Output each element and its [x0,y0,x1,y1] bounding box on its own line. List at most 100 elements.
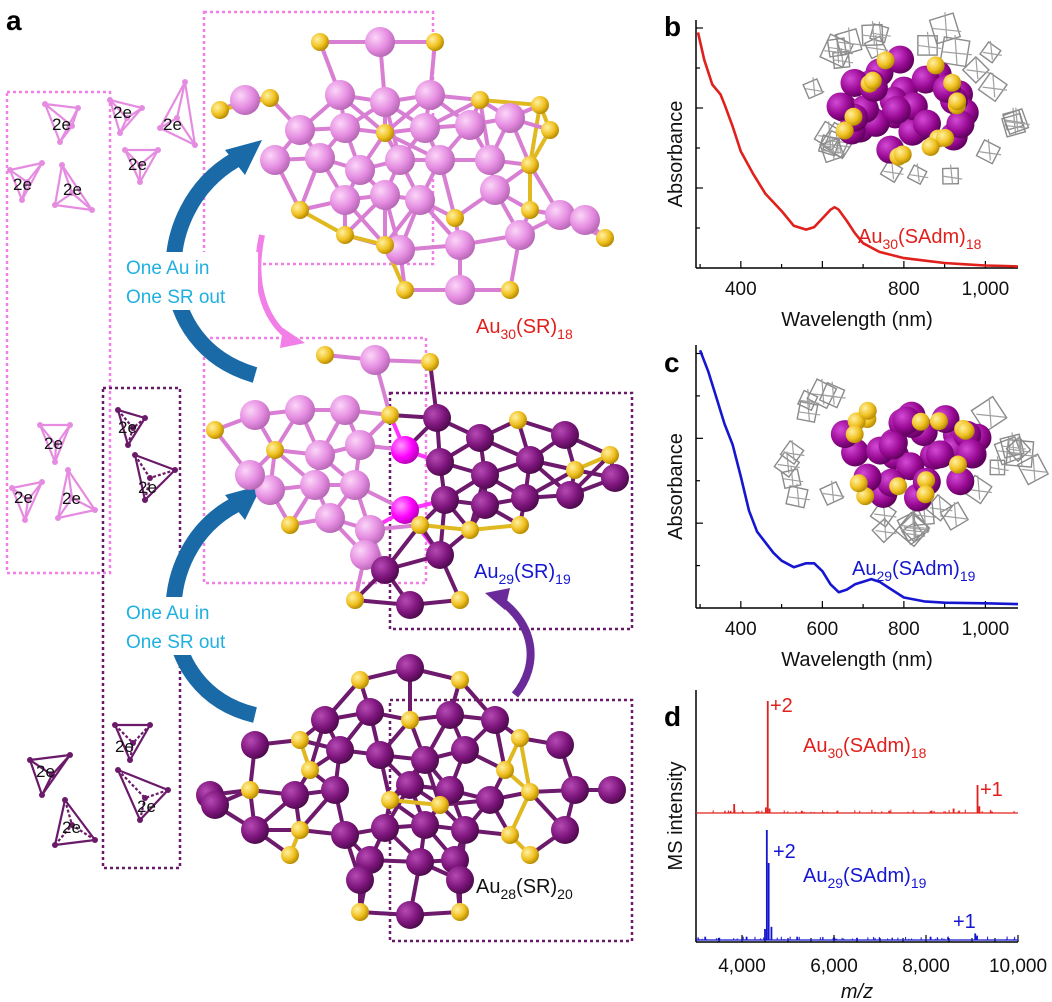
x-tick-label: 6,000 [810,956,858,977]
gold-atom-light [410,113,440,143]
tetra-edge [149,468,176,480]
ligand-bond [862,34,887,39]
tetra-vertex [92,837,98,843]
tetra-vertex [130,425,136,431]
tetra-edge [60,164,74,194]
x-axis-label: Wavelength (nm) [781,649,933,671]
gold-atom-dark [331,821,359,849]
tetra-vertex [49,772,55,778]
tetra-edge [23,481,44,521]
adamantyl-ligand [975,138,1002,165]
y-axis-label: Absorbance [665,433,687,540]
sulfur-atom [411,516,429,534]
x-tick-label: 800 [888,279,920,300]
ligand-bond [828,132,832,154]
gold-atom-dark [326,736,354,764]
electron-label: 2e [14,488,33,507]
sulfur-atom [376,124,394,142]
tetra-edge [55,424,71,446]
tetra-vertex [157,125,163,131]
gold-atom-dark [466,424,494,452]
ligand-bond [883,170,904,175]
series-annotation: Au29(SAdm)19 [803,865,927,891]
ligand-bond [875,529,897,535]
adamantyl-ligand [871,517,897,544]
sulfur-sphere [863,71,882,90]
tetrahedron: 2e [52,162,95,213]
gold-atom-light [505,220,535,250]
sulfur-sphere [917,471,936,490]
sulfur-atom [301,761,319,779]
gold-atom-sphere [892,406,921,435]
tetra-vertex [174,115,180,121]
ligand-bond [822,394,846,399]
ligand-cage [1016,453,1050,486]
adamantyl-ligand [917,31,942,56]
sulfur-atom [471,91,489,109]
tetra-edge [54,192,73,206]
sulfur-atom [291,731,309,749]
tetra-edge [117,409,134,429]
adamantyl-ligand [1001,111,1028,138]
gold-atom-dark [423,404,451,432]
cluster-au28-structure [196,654,626,929]
sulfur-atom [421,353,439,371]
ligand-bond [822,149,846,155]
tetra-vertex [132,452,138,458]
ligand-cage [961,55,990,84]
tetra-edge [10,487,27,521]
y-axis-label: Absorbance [665,101,687,208]
tetra-vertex [69,495,75,501]
tetrahedron: 2e [42,101,81,145]
ligand-bond [966,69,990,74]
tetra-edge [117,768,169,792]
sulfur-sphere [948,92,967,111]
sulfur-atom [336,226,354,244]
ligand-cage [975,138,1002,165]
tetra-edge [51,754,71,776]
tetra-vertex [24,179,30,185]
ligand-bond [996,456,1001,475]
adamantyl-ligand [834,27,864,57]
sulfur-atom [211,101,229,119]
sulfur-atom [461,521,479,539]
sulfur-sphere [835,121,854,140]
gold-atom-light [300,470,330,500]
ligand-cage [993,435,1024,466]
tetra-edge [63,799,74,826]
gold-atom-dark [426,448,454,476]
tetra-edge [54,203,93,212]
ligand-bond [944,12,948,41]
x-tick-label: 600 [807,619,839,640]
adamantyl-ligand [802,77,825,100]
adamantyl-ligand [979,40,1002,64]
gold-atom-light [475,145,505,175]
tetra-vertex [127,757,133,763]
adamantyl-ligand [961,55,990,84]
ligand-cage [1001,112,1027,138]
gold-atom-light [305,143,335,173]
ligand-cage [1005,436,1032,463]
x-tick-label: 4,000 [718,956,766,977]
electron-label: 2e [118,418,137,437]
tetra-edge [53,424,72,463]
sulfur-atom [521,201,539,219]
tetra-edge [54,838,96,847]
cluster-au30-structure [211,27,614,305]
tetra-edge [117,769,146,799]
sulfur-atom [501,826,519,844]
tetra-vertex [9,485,15,491]
ligand-bond [944,515,969,520]
gold-atom-dark [406,848,434,876]
tetra-edge [126,107,143,119]
tetra-edge [109,98,143,110]
tetrahedron: 2e [112,722,153,763]
sulfur-atom [521,156,539,174]
gold-atom-dark [411,746,439,774]
ligand-bond [929,507,953,512]
arrow-blue-upper-head [225,140,262,175]
electron-label: 2e [36,762,55,781]
ligand-bond [982,86,1008,91]
tetra-edge [71,497,96,511]
tetra-vertex [89,207,95,213]
